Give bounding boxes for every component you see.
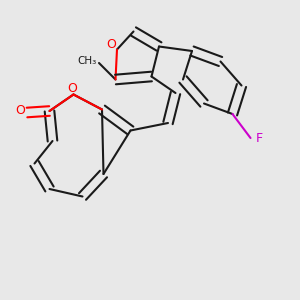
Text: F: F — [256, 132, 263, 146]
Text: O: O — [67, 82, 77, 95]
Text: O: O — [16, 104, 25, 118]
Text: CH₃: CH₃ — [77, 56, 97, 67]
Text: O: O — [107, 38, 116, 51]
